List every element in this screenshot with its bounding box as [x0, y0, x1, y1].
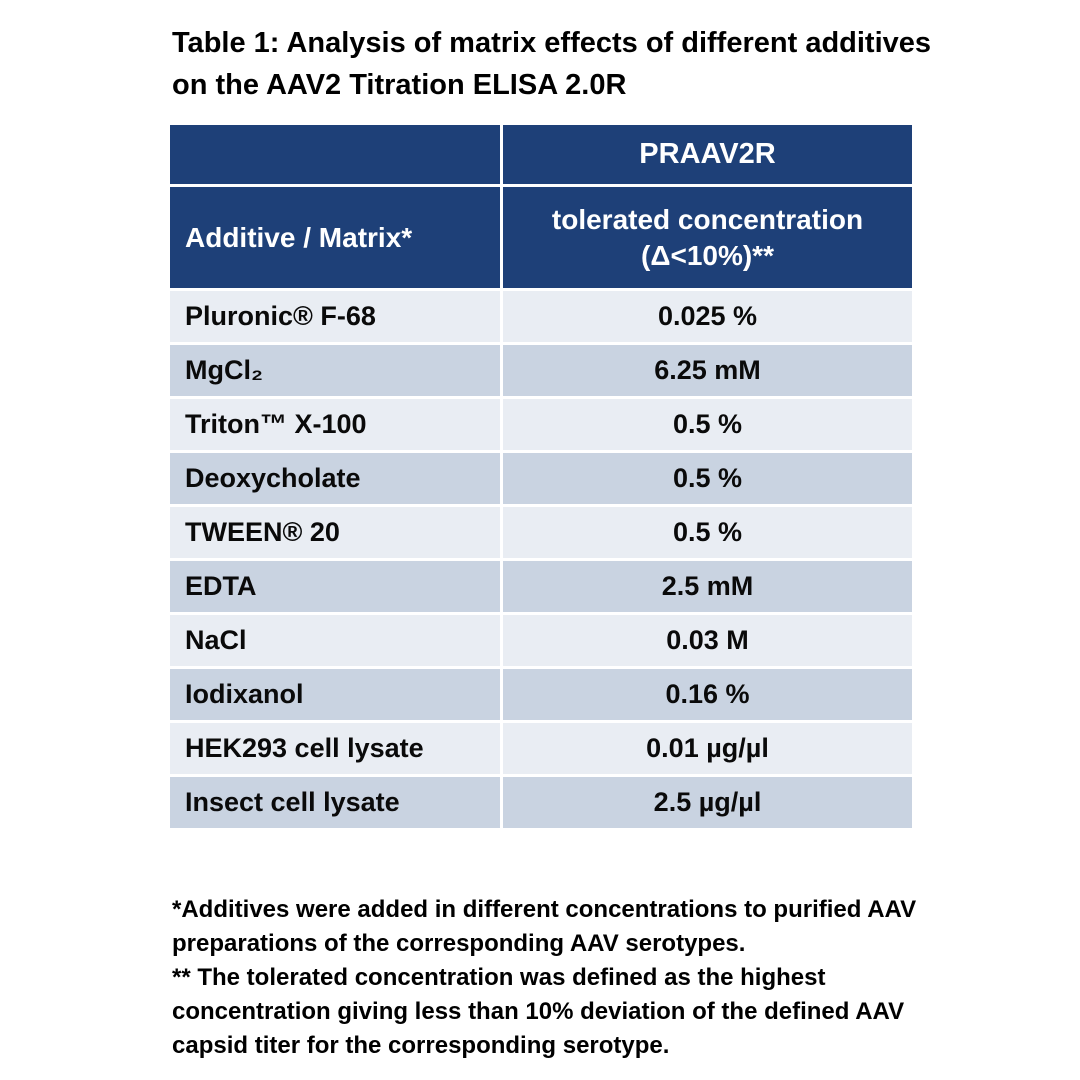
tolerated-value-cell: 0.5 % [500, 507, 912, 558]
tolerated-value-cell: 0.01 µg/µl [500, 723, 912, 774]
additive-name-cell: Pluronic® F-68 [185, 301, 376, 331]
corner-cell [170, 125, 500, 184]
table-header-row-top: PRAAV2R [170, 125, 912, 187]
tolerated-value-cell: 0.5 % [500, 453, 912, 504]
additive-name-cell: MgCl₂ [185, 355, 263, 385]
additive-name-cell: EDTA [185, 571, 257, 601]
column-header-additive: Additive / Matrix* [170, 187, 500, 288]
tolerated-value-cell: 2.5 µg/µl [500, 777, 912, 828]
additive-name-cell: NaCl [185, 625, 247, 655]
additive-name-cell: Iodixanol [185, 679, 304, 709]
table-row: NaCl 0.03 M [170, 615, 912, 669]
table-title: Table 1: Analysis of matrix effects of d… [172, 27, 932, 101]
additive-name-cell: Deoxycholate [185, 463, 361, 493]
table-row: TWEEN® 20 0.5 % [170, 507, 912, 561]
additive-name-cell: Triton™ X-100 [185, 409, 367, 439]
tolerated-value-cell: 0.16 % [500, 669, 912, 720]
tolerated-header-line2: (Δ<10%)** [641, 239, 774, 271]
footnote-tolerated-concentration: ** The tolerated concentration was defin… [172, 964, 905, 1059]
table-row: HEK293 cell lysate 0.01 µg/µl [170, 723, 912, 777]
footnote-additives: *Additives were added in different conce… [172, 896, 917, 957]
table-row: Iodixanol 0.16 % [170, 669, 912, 723]
tolerated-value-cell: 0.025 % [500, 291, 912, 342]
tolerated-header-line1: tolerated concentration [551, 203, 864, 235]
table-row: MgCl₂ 6.25 mM [170, 345, 912, 399]
table-row: EDTA 2.5 mM [170, 561, 912, 615]
tolerated-value-cell: 0.5 % [500, 399, 912, 450]
additive-name-cell: Insect cell lysate [185, 787, 400, 817]
table-row: Pluronic® F-68 0.025 % [170, 291, 912, 345]
tolerated-value-cell: 0.03 M [500, 615, 912, 666]
additive-name-cell: HEK293 cell lysate [185, 733, 424, 763]
column-header-tolerated-concentration: tolerated concentration (Δ<10%)** [500, 187, 912, 288]
table-row: Triton™ X-100 0.5 % [170, 399, 912, 453]
additive-name-cell: TWEEN® 20 [185, 517, 340, 547]
column-header-praav2r: PRAAV2R [500, 125, 912, 184]
footnotes: *Additives were added in different conce… [172, 893, 930, 1063]
tolerated-value-cell: 6.25 mM [500, 345, 912, 396]
tolerated-value-cell: 2.5 mM [500, 561, 912, 612]
table-header-row-main: Additive / Matrix* tolerated concentrati… [170, 187, 912, 291]
additives-table: PRAAV2R Additive / Matrix* tolerated con… [170, 125, 912, 831]
table-row: Insect cell lysate 2.5 µg/µl [170, 777, 912, 831]
table-row: Deoxycholate 0.5 % [170, 453, 912, 507]
